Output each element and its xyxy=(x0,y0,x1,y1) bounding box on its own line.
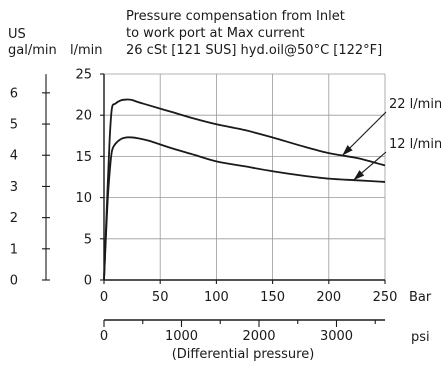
y-axis-ticks: 0 5 10 15 20 25 xyxy=(75,68,104,289)
annotation-label-0: 22 l/min xyxy=(389,97,441,112)
y-tick-label-2: 10 xyxy=(75,191,92,206)
x-tick-label-2: 100 xyxy=(204,290,229,305)
annotations: 22 l/min 12 l/min xyxy=(341,97,441,181)
x-axis-unit: Bar xyxy=(409,290,432,305)
gallons-tick-label-4: 4 xyxy=(10,149,18,164)
gallons-axis: 0 1 2 3 4 5 6 xyxy=(10,74,50,289)
y-tick-label-3: 15 xyxy=(75,150,92,165)
x-tick-label-0: 0 xyxy=(100,290,108,305)
gallons-tick-label-6: 6 xyxy=(10,86,18,101)
psi-tick-label-0: 0 xyxy=(100,329,108,344)
y-tick-label-1: 5 xyxy=(84,232,92,247)
axes xyxy=(103,74,385,281)
x-tick-label-1: 50 xyxy=(152,290,169,305)
annotation-arrow-0 xyxy=(342,145,353,156)
annotation-label-1: 12 l/min xyxy=(389,137,441,152)
left-axis-label-line-1: US xyxy=(8,27,26,42)
psi-tick-label-1: 1000 xyxy=(165,329,198,344)
chart-title-line-1: Pressure compensation from Inlet xyxy=(126,9,345,24)
grid xyxy=(104,73,386,280)
y-tick-label-4: 20 xyxy=(75,109,92,124)
x-tick-label-4: 200 xyxy=(316,290,341,305)
secondary-x-axis-caption: (Differential pressure) xyxy=(172,347,315,362)
series-lines xyxy=(103,98,386,281)
gallons-tick-label-0: 0 xyxy=(10,274,18,289)
y-tick-label-0: 0 xyxy=(84,274,92,289)
gallons-tick-label-1: 1 xyxy=(10,242,18,257)
psi-axis: 0 1000 2000 3000 xyxy=(100,319,385,344)
y-tick-label-5: 25 xyxy=(75,68,92,83)
series-line-0 xyxy=(103,98,386,281)
gallons-tick-label-5: 5 xyxy=(10,118,18,133)
gallons-tick-label-2: 2 xyxy=(10,211,18,226)
chart-title-line-3: 26 cSt [121 SUS] hyd.oil@50°C [122°F] xyxy=(126,43,382,58)
x-tick-label-3: 150 xyxy=(260,290,285,305)
secondary-x-axis-unit: psi xyxy=(411,330,430,345)
psi-tick-label-3: 3000 xyxy=(320,329,353,344)
gallons-tick-label-3: 3 xyxy=(10,180,18,195)
series-line-1 xyxy=(103,136,386,281)
x-axis-ticks: 0 50 100 150 200 250 xyxy=(100,280,398,305)
x-tick-label-5: 250 xyxy=(373,290,398,305)
y-axis-label: l/min xyxy=(70,43,103,58)
annotation-arrow-1 xyxy=(353,170,365,181)
left-axis-label-line-2: gal/min xyxy=(8,43,57,58)
psi-tick-label-2: 2000 xyxy=(242,329,275,344)
chart-title-line-2: to work port at Max current xyxy=(126,26,305,41)
